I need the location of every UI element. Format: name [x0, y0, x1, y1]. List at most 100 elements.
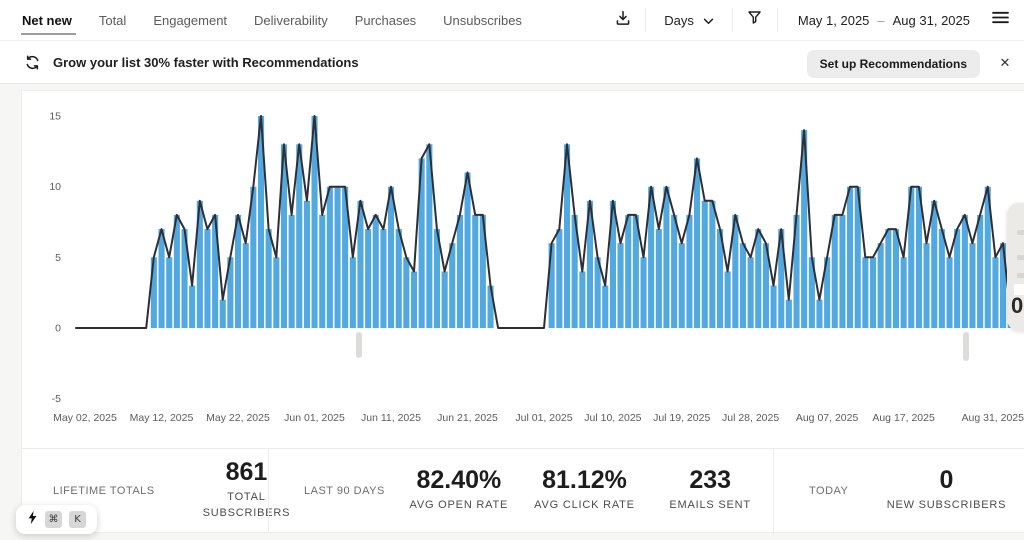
tab-net-new[interactable]: Net new: [21, 0, 76, 41]
chart-bar[interactable]: [311, 116, 318, 328]
tab-total[interactable]: Total: [98, 12, 127, 28]
chart-bar[interactable]: [273, 257, 280, 328]
chart-bar[interactable]: [349, 257, 356, 328]
chart-bar[interactable]: [808, 257, 815, 328]
chart-bar[interactable]: [411, 271, 418, 329]
chart-bar[interactable]: [579, 271, 586, 329]
chart-bar[interactable]: [678, 243, 685, 328]
chart-bar[interactable]: [847, 186, 854, 328]
chart-bar[interactable]: [181, 229, 188, 328]
chart-bar[interactable]: [931, 200, 938, 328]
chart-bar[interactable]: [762, 243, 769, 328]
chart-bar[interactable]: [219, 299, 226, 328]
chart-bar[interactable]: [915, 186, 922, 328]
chart-bar[interactable]: [801, 130, 808, 328]
chart-bar[interactable]: [548, 243, 555, 328]
chart-bar[interactable]: [770, 285, 777, 328]
chart-bar[interactable]: [831, 214, 838, 328]
chart-bar[interactable]: [625, 214, 632, 328]
chart-bar[interactable]: [961, 214, 968, 328]
chart-bar[interactable]: [564, 144, 571, 328]
tab-deliverability[interactable]: Deliverability: [254, 12, 328, 28]
chart-bar[interactable]: [709, 200, 716, 328]
chart-bar[interactable]: [571, 214, 578, 328]
chart-bar[interactable]: [862, 257, 869, 328]
chart-bar[interactable]: [479, 214, 486, 328]
chart-bar[interactable]: [372, 214, 379, 328]
setup-recommendations-button[interactable]: Set up Recommendations: [806, 50, 980, 78]
chart-bar[interactable]: [303, 200, 310, 328]
chart-bar[interactable]: [288, 214, 295, 328]
chart-bar[interactable]: [717, 229, 724, 328]
granularity-select[interactable]: Days: [652, 7, 726, 34]
chart-bar[interactable]: [938, 229, 945, 328]
chart-bar[interactable]: [150, 257, 157, 328]
menu-button[interactable]: [984, 5, 1016, 35]
axis-scroll-marker[interactable]: [356, 332, 362, 358]
net-new-subscribers-chart[interactable]: 15 10 5 0 -5 May 02, 2025 May 12, 2025 May 22, …: [22, 91, 1024, 448]
chart-bar[interactable]: [258, 116, 265, 328]
command-palette-hint[interactable]: ⌘ K: [16, 505, 97, 534]
chart-bar[interactable]: [632, 214, 639, 328]
chart-bar[interactable]: [227, 257, 234, 328]
chart-bar[interactable]: [250, 186, 257, 328]
chart-bar[interactable]: [556, 229, 563, 328]
chart-bar[interactable]: [854, 186, 861, 328]
axis-scroll-marker[interactable]: [963, 332, 969, 361]
chart-bar[interactable]: [166, 257, 173, 328]
chart-bar[interactable]: [1000, 243, 1007, 328]
chart-bar[interactable]: [900, 257, 907, 328]
chart-bar[interactable]: [441, 271, 448, 329]
chart-bar[interactable]: [472, 214, 479, 328]
chart-bar[interactable]: [380, 229, 387, 328]
chart-bar[interactable]: [403, 257, 410, 328]
chart-bar[interactable]: [418, 158, 425, 328]
chart-bar[interactable]: [586, 200, 593, 328]
chart-bar[interactable]: [426, 144, 433, 328]
chart-bar[interactable]: [617, 243, 624, 328]
filter-button[interactable]: [739, 5, 771, 35]
chart-bar[interactable]: [602, 285, 609, 328]
chart-bar[interactable]: [173, 214, 180, 328]
chart-bar[interactable]: [870, 257, 877, 328]
tab-engagement[interactable]: Engagement: [153, 12, 228, 28]
tab-unsubscribes[interactable]: Unsubscribes: [443, 12, 522, 28]
chart-bar[interactable]: [877, 243, 884, 328]
chart-bar[interactable]: [885, 229, 892, 328]
date-range-button[interactable]: May 1, 2025 – Aug 31, 2025: [784, 7, 984, 34]
chart-bar[interactable]: [992, 257, 999, 328]
chart-bar[interactable]: [816, 299, 823, 328]
chart-bar[interactable]: [342, 186, 349, 328]
chart-bar[interactable]: [395, 229, 402, 328]
chart-bar[interactable]: [326, 186, 333, 328]
chart-bar[interactable]: [158, 229, 165, 328]
chart-bar[interactable]: [701, 200, 708, 328]
chart-bar[interactable]: [793, 214, 800, 328]
chart-bar[interactable]: [456, 214, 463, 328]
chart-bar[interactable]: [640, 257, 647, 328]
chart-bar[interactable]: [334, 186, 341, 328]
chart-bar[interactable]: [212, 214, 219, 328]
tab-purchases[interactable]: Purchases: [354, 12, 417, 28]
chart-bar[interactable]: [265, 229, 272, 328]
chart-bar[interactable]: [839, 214, 846, 328]
chart-bar[interactable]: [655, 229, 662, 328]
chart-bar[interactable]: [388, 186, 395, 328]
chart-bar[interactable]: [196, 200, 203, 328]
chart-bar[interactable]: [464, 172, 471, 329]
chart-bar[interactable]: [732, 214, 739, 328]
chart-bar[interactable]: [984, 186, 991, 328]
chart-bar[interactable]: [609, 200, 616, 328]
chart-bar[interactable]: [785, 299, 792, 328]
chart-bar[interactable]: [739, 243, 746, 328]
download-button[interactable]: [607, 5, 639, 35]
chart-bar[interactable]: [319, 214, 326, 328]
chart-bar[interactable]: [977, 214, 984, 328]
chart-bar[interactable]: [686, 214, 693, 328]
chart-bar[interactable]: [778, 229, 785, 328]
chart-bar[interactable]: [946, 257, 953, 328]
chart-bar[interactable]: [671, 214, 678, 328]
chart-bar[interactable]: [594, 257, 601, 328]
chart-bar[interactable]: [487, 285, 494, 328]
chart-bar[interactable]: [235, 214, 242, 328]
